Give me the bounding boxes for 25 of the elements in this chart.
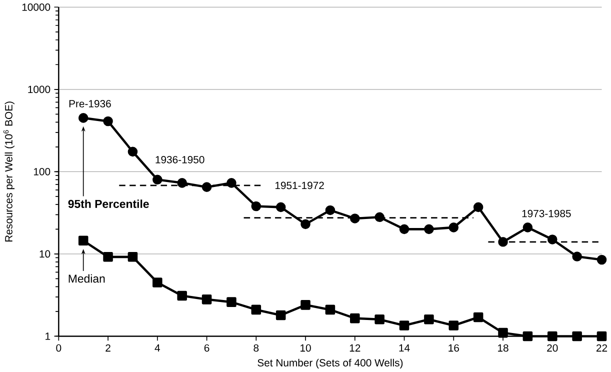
x-tick-label: 16	[448, 344, 459, 352]
annotation: 1973-1985	[522, 210, 571, 218]
y-tick-label: 1	[46, 332, 50, 340]
annotation: 1936-1950	[156, 156, 204, 164]
x-tick-label: 0	[56, 344, 62, 352]
y-tick-label: 100	[34, 168, 50, 176]
x-tick-label: 22	[596, 344, 608, 352]
x-tick-label: 20	[547, 344, 558, 352]
y-tick-label: 1000	[28, 86, 50, 94]
x-tick-label: 6	[204, 344, 210, 352]
x-tick-label: 10	[300, 344, 311, 352]
y-tick-label: 10	[40, 250, 50, 258]
x-tick-label: 12	[350, 344, 360, 352]
x-axis-title: Set Number (Sets of 400 Wells)	[258, 358, 403, 369]
x-tick-label: 18	[498, 344, 508, 352]
annotation: 1951-1972	[275, 182, 324, 190]
x-tick-label: 2	[106, 344, 110, 352]
x-tick-label: 4	[154, 344, 160, 352]
legend-label: 95th Percentile	[68, 200, 149, 208]
x-tick-label: 14	[399, 344, 410, 352]
legend-label: Median	[68, 274, 105, 283]
y-axis-title: Resources per Well (10$^{6}$ BOE)	[3, 102, 14, 242]
y-tick-label: 10000	[22, 3, 50, 11]
x-tick-label: 8	[254, 344, 259, 352]
annotation: Pre-1936	[69, 100, 111, 108]
